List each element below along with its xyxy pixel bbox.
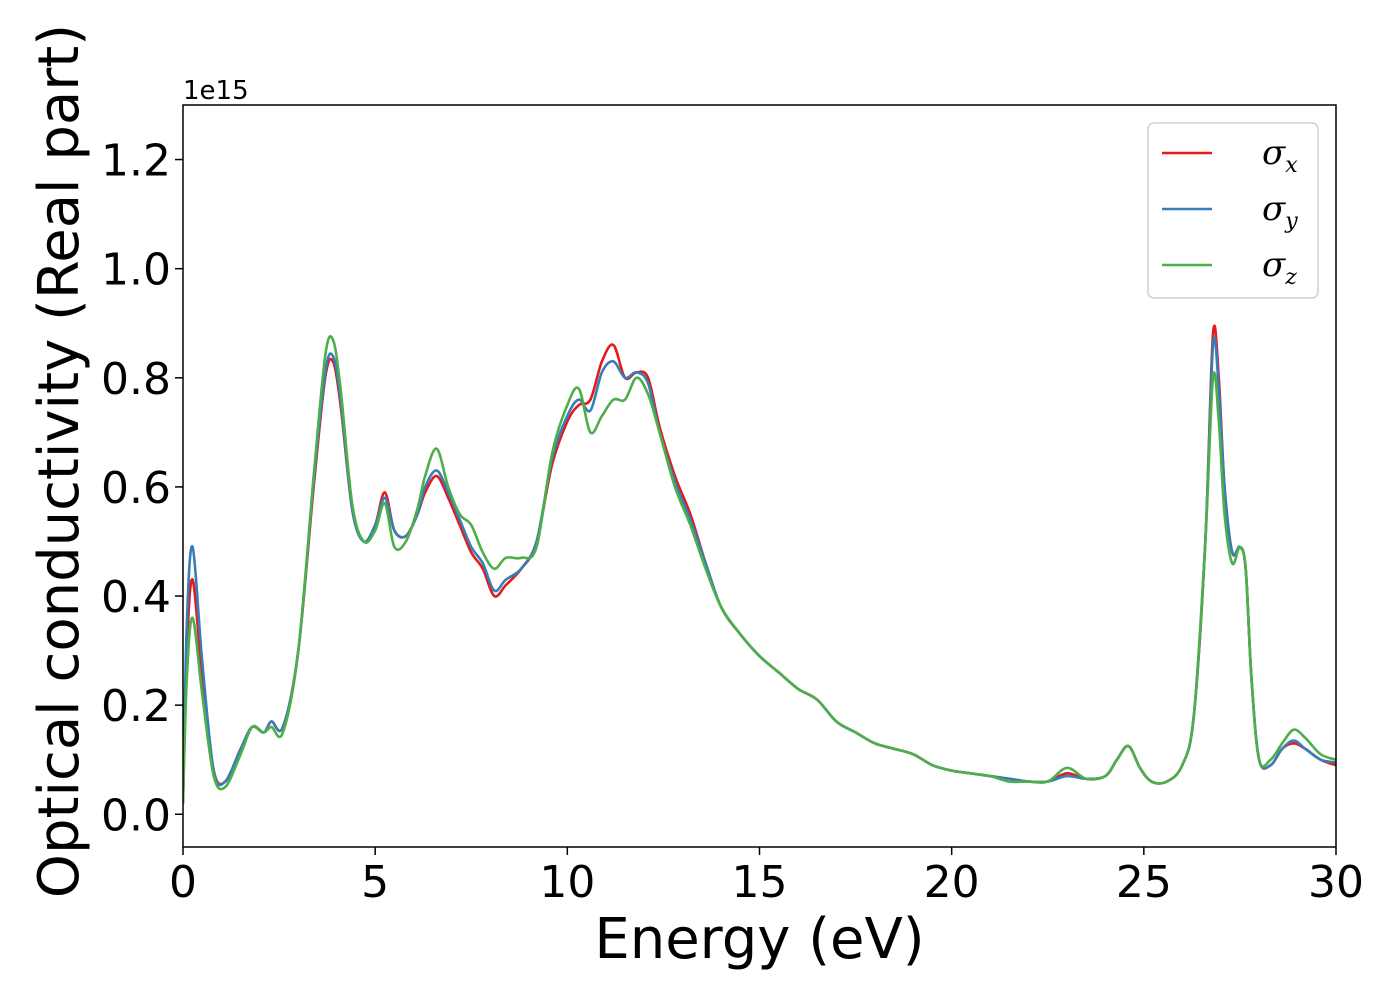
y-tick-label: 0.4 [101,572,171,623]
y-axis-label: Optical conductivity (Real part) [27,24,92,898]
y-axis-offset-label: 1e15 [183,76,249,106]
x-tick-label: 5 [361,857,389,908]
x-tick-label: 0 [169,857,197,908]
x-tick-label: 10 [539,857,595,908]
y-tick-label: 1.0 [101,245,171,296]
x-tick-label: 15 [732,857,788,908]
series-line-1 [183,324,1336,804]
y-tick-label: 0.2 [101,681,171,732]
y-tick-label: 1.2 [101,136,171,187]
y-tick-label: 0.6 [101,463,171,514]
x-axis-label: Energy (eV) [594,907,924,972]
series-line-2 [183,336,1336,804]
y-axis-ticks: 0.0 0.2 0.4 0.6 0.8 1.0 1.2 [101,136,183,841]
x-axis-ticks: 0 5 10 15 20 25 30 [169,847,1364,908]
y-tick-label: 0.0 [101,790,171,841]
y-tick-label: 0.8 [101,354,171,405]
x-tick-label: 25 [1116,857,1172,908]
series-line-3 [183,335,1336,804]
series-layer [183,324,1336,804]
x-tick-label: 30 [1308,857,1364,908]
x-tick-label: 20 [924,857,980,908]
